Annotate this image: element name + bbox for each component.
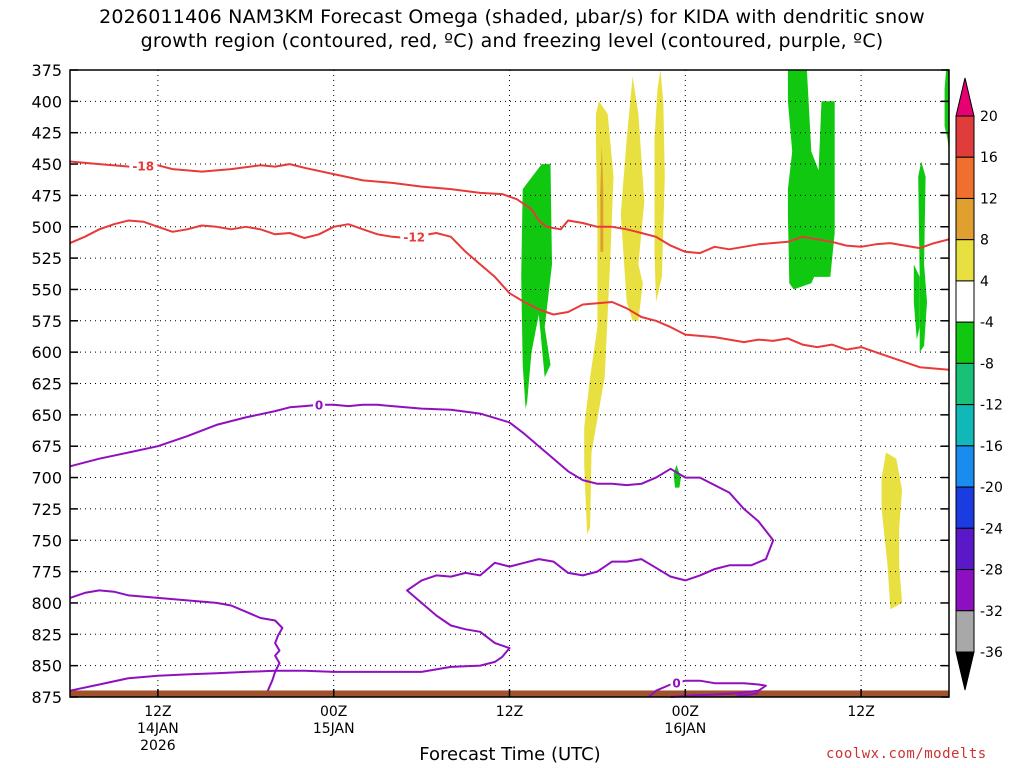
contour-label-bg-4 xyxy=(670,675,683,690)
omega-region-4 xyxy=(881,452,903,610)
omega-region-3 xyxy=(600,145,604,252)
colorbar-segment-11 xyxy=(955,569,975,612)
colorbar-label-2: 12 xyxy=(980,191,998,207)
y-tick-label-725: 725 xyxy=(31,500,62,519)
colorbar-segment-2 xyxy=(955,197,975,241)
y-tick-label-675: 675 xyxy=(31,437,62,456)
colorbar-label-11: -28 xyxy=(980,563,1003,579)
x-tick-label-48-0: 00Z xyxy=(672,704,699,720)
colorbar-segment-0 xyxy=(955,115,975,158)
credit-text: coolwx.com/modelts xyxy=(826,746,987,762)
contour-label-bg-2 xyxy=(313,397,326,412)
colorbar-label-1: 16 xyxy=(980,150,998,166)
contour-label-bg-1 xyxy=(400,229,429,244)
colorbar-segment-3 xyxy=(955,239,975,282)
omega-region-1 xyxy=(620,76,645,321)
colorbar-label-9: -20 xyxy=(980,480,1003,496)
omega-region-9 xyxy=(913,264,920,340)
omega-region-7 xyxy=(787,70,835,290)
contour-line-2 xyxy=(69,403,775,692)
omega-region-5 xyxy=(521,164,552,409)
y-tick-label-550: 550 xyxy=(31,280,62,299)
y-tick-label-750: 750 xyxy=(31,531,62,550)
colorbar-segment-5 xyxy=(955,321,975,364)
contour-label-2: 0 xyxy=(315,398,323,412)
colorbar-label-3: 8 xyxy=(980,233,989,249)
y-tick-label-625: 625 xyxy=(31,375,62,394)
colorbar-segment-1 xyxy=(955,156,975,199)
colorbar-segment-7 xyxy=(955,404,975,447)
colorbar-top-arrow xyxy=(955,77,975,117)
colorbar-label-4: 4 xyxy=(980,274,989,290)
colorbar-label-5: -4 xyxy=(980,315,994,331)
contour-line-5 xyxy=(736,692,759,697)
y-axis-ticks: 375 400 425 450 475 500 525 550 575 600 625 650 675 7… xyxy=(31,61,949,707)
x-tick-label-12-1: 14JAN xyxy=(137,721,179,737)
colorbar-label-0: 20 xyxy=(980,109,998,125)
colorbar: 20 16 12 8 4 -4 -8 -12 -16 -20 -24 -28 -32 -36 xyxy=(955,77,1003,691)
y-tick-label-450: 450 xyxy=(31,155,62,174)
y-tick-label-600: 600 xyxy=(31,343,62,362)
y-tick-label-575: 575 xyxy=(31,312,62,331)
x-tick-label-60-0: 12Z xyxy=(847,704,874,720)
x-axis-title: Forecast Time (UTC) xyxy=(419,744,601,765)
x-tick-label-36-0: 12Z xyxy=(496,704,523,720)
colorbar-segment-10 xyxy=(955,527,975,571)
contour-line-1 xyxy=(69,219,950,371)
omega-region-10 xyxy=(944,70,949,152)
contour-line-0 xyxy=(69,160,950,255)
colorbar-segment-9 xyxy=(955,486,975,529)
colorbar-label-8: -16 xyxy=(980,439,1003,455)
y-tick-label-850: 850 xyxy=(31,657,62,676)
plot-frame xyxy=(69,69,950,698)
y-tick-label-500: 500 xyxy=(31,218,62,237)
contour-label-4: 0 xyxy=(672,676,680,690)
x-tick-label-24-0: 00Z xyxy=(320,704,347,720)
contour-label-bg-0 xyxy=(129,158,158,173)
y-tick-label-800: 800 xyxy=(31,594,62,613)
x-tick-label-48-1: 16JAN xyxy=(664,721,706,737)
y-tick-label-825: 825 xyxy=(31,625,62,644)
colorbar-label-13: -36 xyxy=(980,645,1003,661)
omega-region-8 xyxy=(918,161,927,353)
x-tick-label-24-1: 15JAN xyxy=(313,721,355,737)
y-tick-label-775: 775 xyxy=(31,563,62,582)
y-tick-label-875: 875 xyxy=(31,688,62,707)
y-tick-label-375: 375 xyxy=(31,61,62,80)
chart-title-line-1: 2026011406 NAM3KM Forecast Omega (shaded… xyxy=(99,6,925,28)
y-tick-label-700: 700 xyxy=(31,469,62,488)
colorbar-segment-4 xyxy=(955,280,975,323)
y-tick-label-400: 400 xyxy=(31,92,62,111)
colorbar-bottom-arrow xyxy=(955,651,975,691)
omega-region-2 xyxy=(654,70,665,302)
y-tick-label-650: 650 xyxy=(31,406,62,425)
colorbar-segment-6 xyxy=(955,362,975,406)
y-tick-label-525: 525 xyxy=(31,249,62,268)
x-tick-label-12-2: 2026 xyxy=(140,738,176,754)
colorbar-label-12: -32 xyxy=(980,604,1003,620)
colorbar-label-10: -24 xyxy=(980,521,1003,537)
chart-title-line-2: growth region (contoured, red, ºC) and f… xyxy=(140,30,884,52)
contour-labels: -18 -12 0 0 xyxy=(129,158,683,690)
omega-region-0 xyxy=(584,101,614,535)
y-tick-label-425: 425 xyxy=(31,124,62,143)
gridlines xyxy=(70,69,949,698)
colorbar-segment-12 xyxy=(955,610,975,653)
colorbar-segment-8 xyxy=(955,445,975,488)
contour-line-3 xyxy=(69,589,284,692)
colorbar-label-6: -8 xyxy=(980,356,994,372)
contour-label-1: -12 xyxy=(403,230,425,244)
colorbar-label-7: -12 xyxy=(980,398,1003,414)
y-tick-label-475: 475 xyxy=(31,186,62,205)
x-tick-label-12-0: 12Z xyxy=(144,704,171,720)
omega-region-6 xyxy=(673,465,681,488)
contour-label-0: -18 xyxy=(132,159,154,173)
omega-shading xyxy=(70,70,949,697)
